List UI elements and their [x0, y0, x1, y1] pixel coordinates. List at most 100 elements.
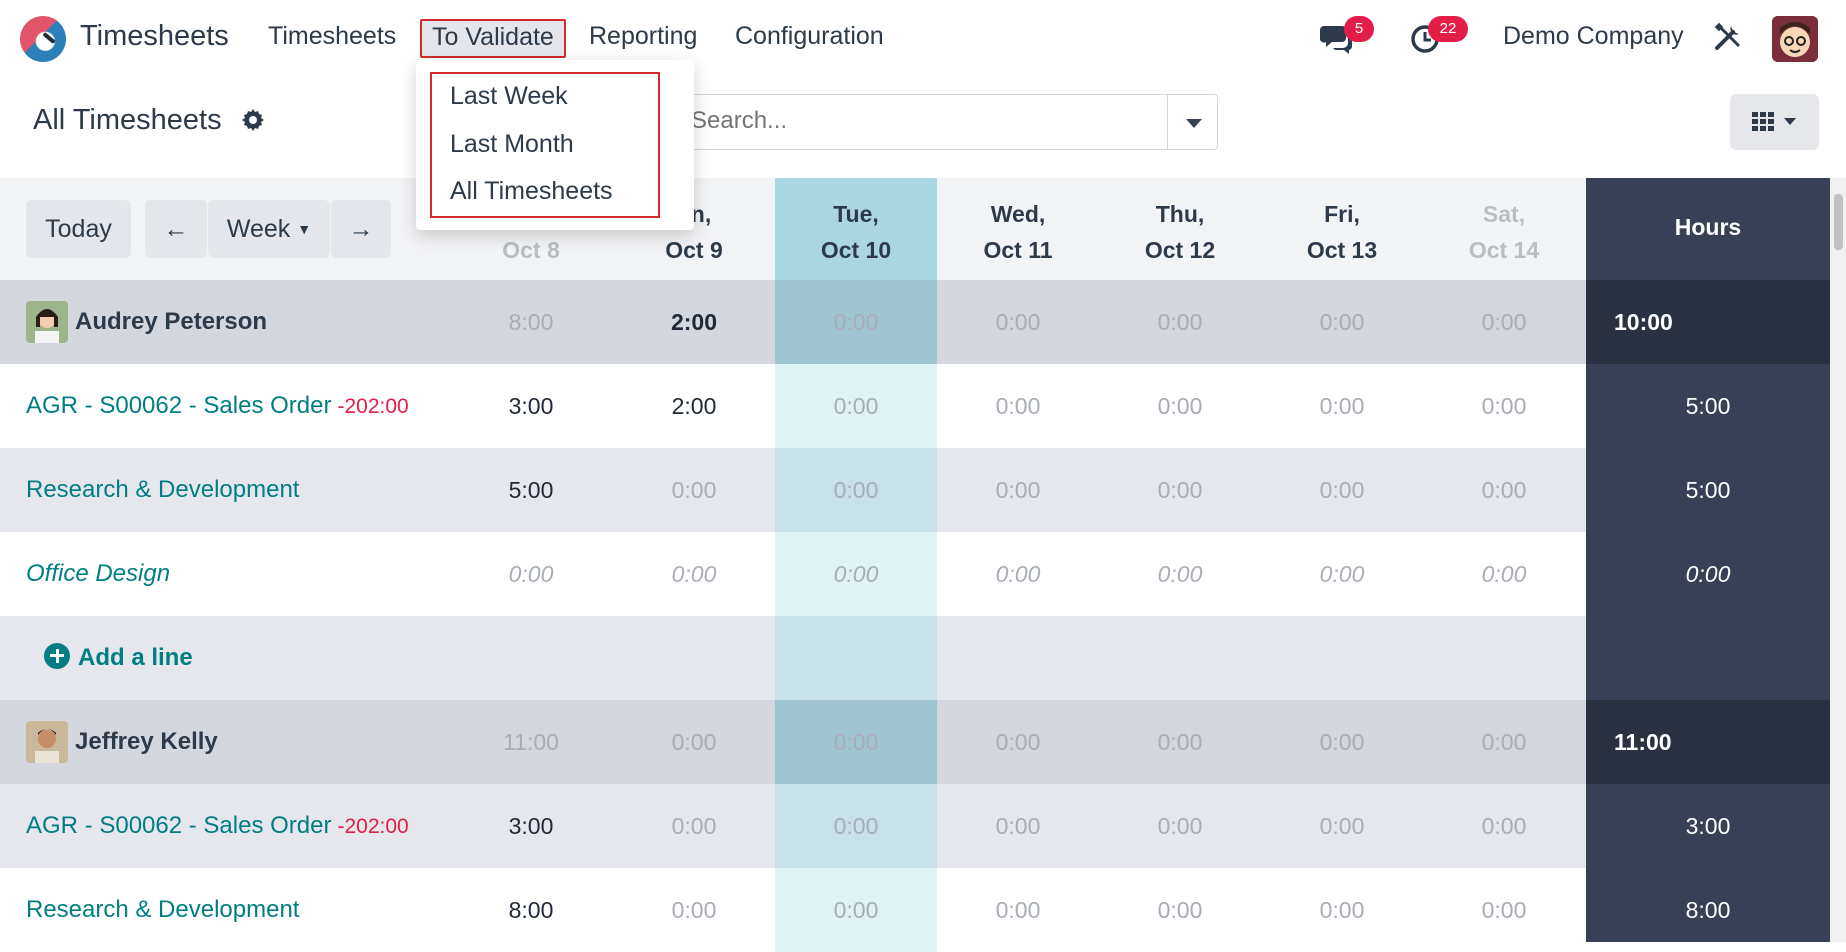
- to-validate-dropdown: Last Week Last Month All Timesheets: [416, 60, 694, 230]
- vertical-scrollbar[interactable]: [1830, 178, 1846, 942]
- hours-cell[interactable]: 2:00: [671, 393, 717, 419]
- day-header-weekday: Sat,: [1482, 201, 1526, 227]
- messages-icon[interactable]: [1320, 22, 1354, 54]
- gear-icon[interactable]: [241, 108, 265, 132]
- day-header-date: Oct 14: [1468, 237, 1540, 263]
- hours-cell[interactable]: 0:00: [1319, 561, 1365, 587]
- dropdown-item-all-timesheets[interactable]: All Timesheets: [450, 177, 613, 205]
- company-switcher[interactable]: Demo Company: [1503, 22, 1684, 50]
- employee-avatar: [26, 301, 68, 343]
- day-header-weekday: Tue,: [833, 201, 879, 227]
- row-total-hours: 11:00: [1586, 700, 1830, 784]
- app-name[interactable]: Timesheets: [80, 20, 229, 52]
- table-row: AGR - S00062 - Sales Order -202:00 3:00 0:0…: [0, 784, 1586, 868]
- hours-cell[interactable]: 0:00: [671, 813, 717, 839]
- hours-cell: 11:00: [503, 729, 559, 755]
- hours-cell[interactable]: 0:00: [833, 477, 879, 503]
- hours-cell: 0:00: [1319, 309, 1365, 335]
- timesheets-logo-icon[interactable]: [20, 16, 66, 62]
- activities-count-badge: 22: [1428, 16, 1468, 42]
- hours-cell[interactable]: 3:00: [508, 393, 554, 419]
- today-button[interactable]: Today: [26, 200, 131, 258]
- hours-cell[interactable]: 0:00: [833, 393, 879, 419]
- next-period-button[interactable]: →: [331, 200, 391, 258]
- hours-cell[interactable]: 0:00: [833, 897, 879, 923]
- user-avatar[interactable]: [1772, 16, 1818, 62]
- messages-count-badge: 5: [1344, 16, 1374, 42]
- hours-cell[interactable]: 0:00: [1481, 813, 1527, 839]
- today-column-cell: [775, 616, 937, 700]
- nav-menu-timesheets[interactable]: Timesheets: [268, 22, 397, 50]
- timesheet-grid: Today ← Week ▼ → Oct 8 on, Oct 9 Tue, Oct 10…: [0, 178, 1846, 952]
- debug-tools-icon[interactable]: [1713, 22, 1743, 52]
- day-header-weekday: Wed,: [990, 201, 1046, 227]
- hours-cell: 8:00: [508, 309, 554, 335]
- hours-cell[interactable]: 0:00: [1319, 393, 1365, 419]
- hours-cell[interactable]: 0:00: [508, 561, 554, 587]
- hours-cell[interactable]: 0:00: [995, 561, 1041, 587]
- nav-menu-reporting[interactable]: Reporting: [589, 22, 698, 50]
- add-line-row: Add a line: [0, 616, 1586, 700]
- project-link[interactable]: Research & Development: [26, 868, 299, 952]
- hours-cell[interactable]: 0:00: [1157, 813, 1203, 839]
- dropdown-item-last-month[interactable]: Last Month: [450, 130, 574, 158]
- hours-cell[interactable]: 0:00: [1319, 897, 1365, 923]
- row-label: AGR - S00062 - Sales Order: [26, 392, 332, 419]
- row-label: AGR - S00062 - Sales Order: [26, 812, 332, 839]
- hours-cell[interactable]: 0:00: [833, 813, 879, 839]
- project-link[interactable]: AGR - S00062 - Sales Order -202:00: [26, 784, 409, 869]
- hours-cell[interactable]: 0:00: [995, 393, 1041, 419]
- view-switcher-button[interactable]: [1730, 94, 1819, 150]
- hours-cell[interactable]: 3:00: [508, 813, 554, 839]
- hours-cell[interactable]: 0:00: [995, 477, 1041, 503]
- hours-cell: 0:00: [1157, 729, 1203, 755]
- dropdown-item-last-week[interactable]: Last Week: [450, 82, 568, 110]
- add-line-button[interactable]: Add a line: [44, 616, 193, 700]
- hours-cell[interactable]: 0:00: [1319, 477, 1365, 503]
- previous-period-button[interactable]: ←: [145, 200, 207, 258]
- row-label: Jeffrey Kelly: [75, 728, 218, 755]
- search-input[interactable]: [691, 107, 1151, 135]
- hours-cell[interactable]: 0:00: [1157, 393, 1203, 419]
- search-options-toggle[interactable]: [1167, 94, 1218, 150]
- hours-cell: 0:00: [671, 729, 717, 755]
- project-link[interactable]: Office Design: [26, 532, 170, 616]
- hours-cell[interactable]: 0:00: [671, 561, 717, 587]
- hours-cell[interactable]: 0:00: [1319, 813, 1365, 839]
- hours-cell[interactable]: 0:00: [1481, 897, 1527, 923]
- day-header-date: Oct 8: [502, 237, 560, 263]
- hours-cell[interactable]: 0:00: [995, 897, 1041, 923]
- hours-cell[interactable]: 0:00: [995, 813, 1041, 839]
- day-header-3: Wed, Oct 11: [937, 196, 1099, 268]
- day-header-2: Tue, Oct 10: [775, 178, 937, 280]
- top-navbar: Timesheets Timesheets To Validate Report…: [0, 0, 1846, 76]
- project-link[interactable]: Research & Development: [26, 448, 299, 532]
- hours-cell[interactable]: 8:00: [508, 897, 554, 923]
- day-header-date: Oct 11: [983, 237, 1053, 263]
- project-link[interactable]: AGR - S00062 - Sales Order -202:00: [26, 364, 409, 449]
- hours-cell[interactable]: 0:00: [1481, 561, 1527, 587]
- hours-cell[interactable]: 0:00: [1157, 897, 1203, 923]
- hours-cell[interactable]: 5:00: [508, 477, 554, 503]
- caret-down-icon: ▼: [297, 221, 312, 237]
- hours-cell[interactable]: 0:00: [1481, 393, 1527, 419]
- nav-menu-to-validate[interactable]: To Validate: [420, 19, 566, 58]
- hours-cell[interactable]: 0:00: [1157, 477, 1203, 503]
- hours-cell[interactable]: 0:00: [671, 897, 717, 923]
- nav-menu-configuration[interactable]: Configuration: [735, 22, 884, 50]
- hours-cell[interactable]: 0:00: [1157, 561, 1203, 587]
- day-header-date: Oct 9: [665, 237, 723, 263]
- row-total-hours: 5:00: [1685, 477, 1731, 503]
- scrollbar-thumb[interactable]: [1834, 194, 1843, 250]
- hours-cell: 0:00: [1481, 309, 1527, 335]
- hours-cell[interactable]: 0:00: [1481, 477, 1527, 503]
- page-title: All Timesheets: [33, 104, 222, 136]
- hours-cell[interactable]: 0:00: [671, 477, 717, 503]
- hours-cell[interactable]: 0:00: [833, 561, 879, 587]
- hours-cell: 0:00: [995, 729, 1041, 755]
- period-selector-button[interactable]: Week ▼: [208, 200, 330, 258]
- table-row: Office Design 0:00 0:00 0:00 0:00 0:00 0:00 0:0…: [0, 532, 1586, 616]
- table-row: Research & Development 5:00 0:00 0:00 0:00 0:…: [0, 448, 1586, 532]
- employee-name[interactable]: Audrey Peterson: [75, 280, 267, 364]
- employee-name[interactable]: Jeffrey Kelly: [75, 700, 218, 784]
